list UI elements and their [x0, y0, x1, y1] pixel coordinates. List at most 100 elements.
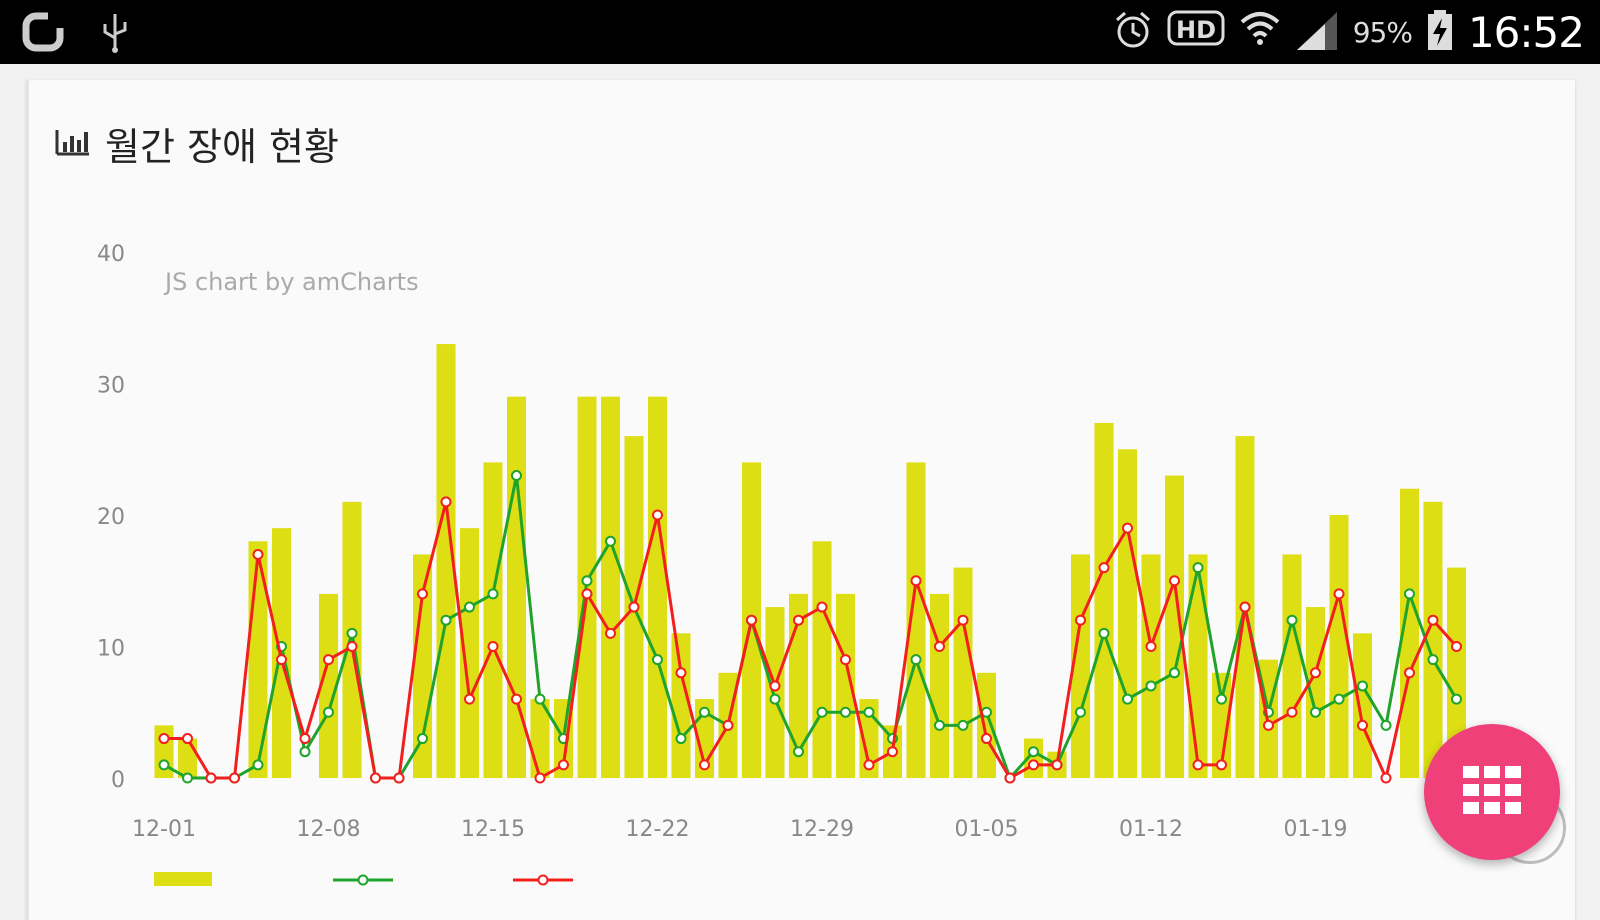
series2-point[interactable] [840, 706, 851, 718]
series3-point[interactable] [1075, 614, 1086, 626]
bar[interactable] [1141, 554, 1161, 778]
bar[interactable] [460, 528, 479, 778]
bar[interactable] [765, 607, 785, 778]
series2-point[interactable] [1122, 693, 1133, 705]
series3-point[interactable] [1122, 522, 1133, 534]
series2-point[interactable] [1357, 680, 1368, 692]
series3-point[interactable] [1145, 641, 1157, 652]
series2-point[interactable] [769, 693, 781, 705]
series2-point[interactable] [1451, 693, 1462, 705]
series3-point[interactable] [1169, 575, 1180, 587]
series2-point[interactable] [1216, 693, 1227, 705]
series2-point[interactable] [1427, 654, 1439, 666]
bar[interactable] [648, 396, 667, 778]
series3-point[interactable] [1286, 706, 1298, 718]
bar[interactable] [977, 672, 996, 778]
series2-point[interactable] [1028, 746, 1039, 758]
series3-point[interactable] [934, 641, 945, 652]
bar[interactable] [953, 567, 973, 778]
series3-point[interactable] [229, 772, 240, 784]
series2-point[interactable] [1333, 693, 1345, 705]
series2-point[interactable] [816, 706, 828, 718]
series3-point[interactable] [1357, 719, 1368, 731]
bar[interactable] [1188, 554, 1208, 778]
series2-point[interactable] [699, 706, 710, 718]
bar[interactable] [789, 593, 808, 778]
series2-point[interactable] [1098, 627, 1110, 639]
series3-point[interactable] [276, 654, 287, 666]
bar[interactable] [1423, 501, 1443, 778]
series3-point[interactable] [981, 733, 992, 745]
series3-point[interactable] [910, 575, 922, 587]
bar[interactable] [436, 344, 456, 778]
bar[interactable] [248, 541, 268, 778]
series2-point[interactable] [323, 706, 334, 718]
series3-point[interactable] [816, 601, 828, 613]
series2-point[interactable] [1169, 667, 1180, 679]
series3-point[interactable] [1404, 667, 1415, 679]
bar[interactable] [1447, 567, 1466, 778]
series2-point[interactable] [675, 733, 687, 745]
bar[interactable] [178, 738, 197, 778]
series3-point[interactable] [675, 667, 687, 679]
series2-point[interactable] [1380, 719, 1392, 731]
series3-point[interactable] [1380, 772, 1392, 784]
series3-point[interactable] [581, 588, 593, 600]
series3-point[interactable] [957, 614, 969, 626]
series2-point[interactable] [863, 706, 875, 718]
bar[interactable] [671, 633, 691, 778]
series3-point[interactable] [346, 641, 358, 652]
series3-point[interactable] [182, 733, 193, 745]
series2-point[interactable] [652, 654, 663, 666]
series3-point[interactable] [863, 759, 875, 771]
series3-point[interactable] [840, 654, 851, 666]
series3-point[interactable] [628, 601, 640, 613]
series3-point[interactable] [1216, 759, 1227, 771]
series3-point[interactable] [487, 641, 499, 652]
bar[interactable] [1282, 554, 1302, 778]
series3-point[interactable] [1028, 759, 1039, 771]
series2-point[interactable] [1192, 562, 1204, 574]
series2-point[interactable] [1404, 588, 1415, 600]
bar[interactable] [836, 593, 855, 778]
series3-point[interactable] [299, 733, 311, 745]
series2-point[interactable] [417, 733, 428, 745]
series3-point[interactable] [370, 772, 381, 784]
bar[interactable] [812, 541, 832, 778]
series3-point[interactable] [1051, 759, 1063, 771]
series3-point[interactable] [887, 746, 898, 758]
bar[interactable] [1329, 515, 1349, 778]
series3-point[interactable] [534, 772, 546, 784]
series2-point[interactable] [910, 654, 922, 666]
series2-point[interactable] [1075, 706, 1086, 718]
series2-point[interactable] [252, 759, 264, 771]
series3-point[interactable] [1333, 588, 1345, 600]
bar[interactable] [1094, 422, 1114, 778]
series2-point[interactable] [1145, 680, 1157, 692]
series3-point[interactable] [793, 614, 804, 626]
series2-point[interactable] [346, 627, 358, 639]
series3-point[interactable] [652, 509, 663, 521]
series3-point[interactable] [1310, 667, 1321, 679]
bar[interactable] [1400, 488, 1419, 778]
menu-fab-button[interactable] [1424, 724, 1560, 860]
series2-point[interactable] [1286, 614, 1298, 626]
bar[interactable] [1165, 475, 1184, 778]
series2-point[interactable] [534, 693, 546, 705]
series3-point[interactable] [323, 654, 334, 666]
series3-point[interactable] [393, 772, 405, 784]
series3-point[interactable] [699, 759, 710, 771]
series3-point[interactable] [1451, 641, 1462, 652]
series3-point[interactable] [464, 693, 475, 705]
series3-point[interactable] [205, 772, 217, 784]
series3-point[interactable] [1004, 772, 1016, 784]
chart-watermark[interactable]: JS chart by amCharts [163, 268, 419, 296]
series3-point[interactable] [722, 719, 734, 731]
series2-point[interactable] [581, 575, 593, 587]
series3-point[interactable] [1239, 601, 1251, 613]
series2-point[interactable] [464, 601, 475, 613]
series2-point[interactable] [182, 772, 193, 784]
bar[interactable] [1306, 607, 1325, 778]
series2-point[interactable] [934, 719, 945, 731]
bar[interactable] [1353, 633, 1372, 778]
